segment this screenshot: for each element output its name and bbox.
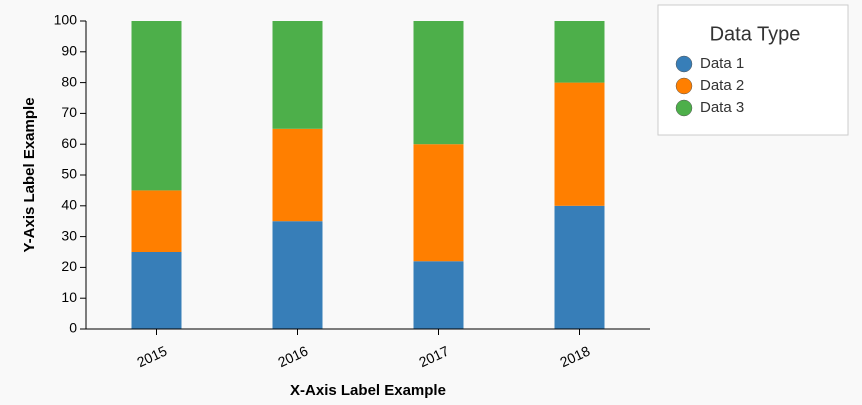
bar-segment — [272, 221, 323, 329]
y-tick-label: 0 — [69, 320, 77, 336]
legend-marker — [675, 99, 693, 117]
bar-segment — [131, 21, 182, 191]
bar-segment — [272, 21, 323, 129]
legend-label: Data 2 — [700, 77, 744, 94]
legend-marker — [675, 77, 693, 95]
bar-segment — [413, 261, 464, 329]
y-tick-label: 60 — [61, 135, 77, 151]
legend-label: Data 3 — [700, 99, 744, 116]
legend-title: Data Type — [710, 23, 801, 45]
bar-segment — [413, 21, 464, 145]
bar-segment — [413, 144, 464, 262]
bar-segment — [272, 128, 323, 222]
y-tick-label: 40 — [61, 197, 77, 213]
bar-segment — [131, 252, 182, 329]
bar-segment — [554, 21, 605, 83]
y-tick-label: 30 — [61, 227, 77, 243]
y-tick-label: 70 — [61, 104, 77, 120]
y-tick-label: 90 — [61, 43, 77, 59]
y-tick-label: 80 — [61, 73, 77, 89]
bar-segment — [554, 82, 605, 206]
y-tick-label: 100 — [54, 12, 78, 28]
y-tick-label: 10 — [61, 289, 77, 305]
legend-marker — [675, 55, 693, 73]
legend-label: Data 1 — [700, 55, 744, 72]
y-tick-label: 50 — [61, 166, 77, 182]
y-tick-label: 20 — [61, 258, 77, 274]
y-axis-label: Y-Axis Label Example — [21, 97, 38, 252]
bar-segment — [554, 205, 605, 329]
x-axis-label: X-Axis Label Example — [290, 382, 446, 399]
bar-segment — [131, 190, 182, 252]
